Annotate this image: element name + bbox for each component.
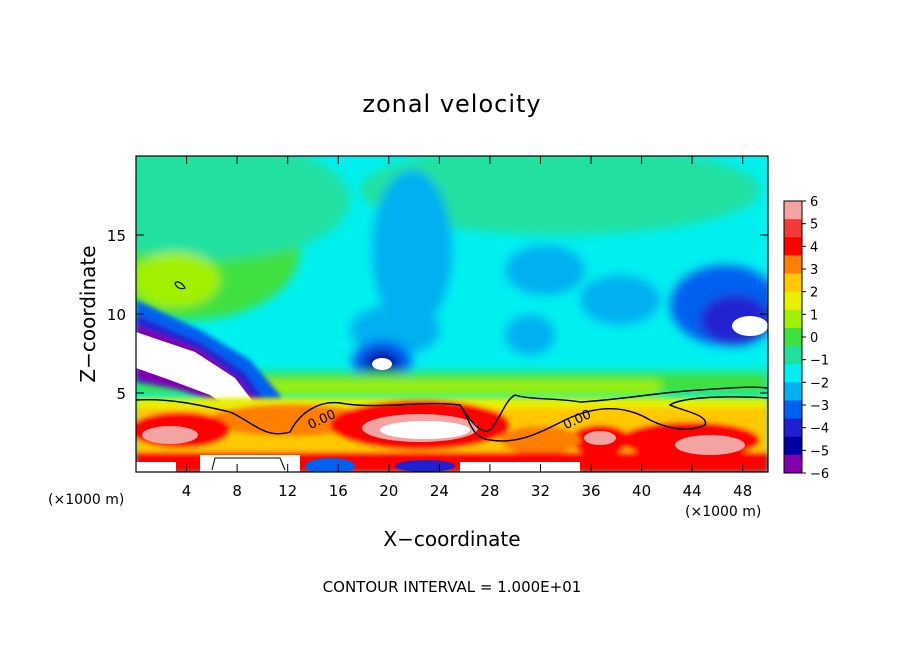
colorbar-label: −1: [810, 354, 829, 369]
chart-title: zonal velocity: [362, 90, 541, 118]
colorbar-swatch: [784, 346, 802, 365]
x-tick-label: 20: [379, 482, 398, 500]
colorbar-label: −5: [810, 444, 829, 459]
x-tick-label: 36: [581, 482, 600, 500]
colorbar-label: 4: [810, 240, 818, 255]
colorbar-swatch: [784, 436, 802, 456]
x-tick-label: 8: [232, 482, 242, 500]
x-tick-label: 28: [480, 482, 499, 500]
x-tick-label: 44: [683, 482, 702, 500]
contour-interval-footer: CONTOUR INTERVAL = 1.000E+01: [323, 578, 582, 596]
colorbar-label: 1: [810, 308, 818, 323]
x-tick-label: 48: [733, 482, 752, 500]
colorbar-label: 3: [810, 263, 818, 278]
colorbar-label: 5: [810, 218, 818, 233]
colorbar-swatch: [784, 327, 802, 347]
colorbar-swatch: [784, 364, 802, 383]
y-tick-label: 15: [107, 227, 126, 245]
colorbar-swatch: [784, 382, 802, 401]
colorbar-swatch: [784, 400, 802, 420]
colorbar-label: −6: [810, 467, 829, 482]
colorbar-swatch: [784, 418, 802, 438]
y-axis-label: Z−coordinate: [76, 245, 100, 382]
colorbar-swatch: [784, 255, 802, 275]
colorbar-swatch: [784, 454, 802, 474]
colorbar-swatch: [784, 219, 802, 238]
velocity-field: [136, 156, 768, 472]
colorbar-swatch: [784, 237, 802, 256]
colorbar-label: −4: [810, 422, 829, 437]
x-tick-label: 16: [329, 482, 348, 500]
colorbar-swatch: [784, 201, 802, 220]
colorbar-swatch: [784, 273, 802, 293]
colorbar-label: 0: [810, 331, 818, 346]
colorbar-swatch: [784, 309, 802, 329]
colorbar-label: 2: [810, 286, 818, 301]
y-tick-label: 5: [116, 385, 126, 403]
x-unit-right: (×1000 m): [685, 504, 761, 520]
colorbar-label: −2: [810, 376, 829, 391]
colorbar-label: −3: [810, 399, 829, 414]
y-axis-ticks: 5 10 15: [107, 227, 768, 403]
x-tick-label: 40: [632, 482, 651, 500]
x-axis-ticks: 4 8 12 16 20 24 28 32 36 40 44 48: [182, 156, 752, 500]
x-tick-label: 12: [278, 482, 297, 500]
colorbar-label: 6: [810, 195, 818, 210]
colorbar-swatch: [784, 291, 802, 311]
colorbar: 6 5 4 3 2 1 0 −1 −2 −3 −4 −5 −6: [783, 195, 829, 482]
x-tick-label: 4: [182, 482, 192, 500]
x-axis-label: X−coordinate: [383, 527, 520, 551]
x-unit-left: (×1000 m): [48, 492, 124, 508]
y-tick-label: 10: [107, 306, 126, 324]
x-tick-label: 24: [430, 482, 449, 500]
x-tick-label: 32: [531, 482, 550, 500]
